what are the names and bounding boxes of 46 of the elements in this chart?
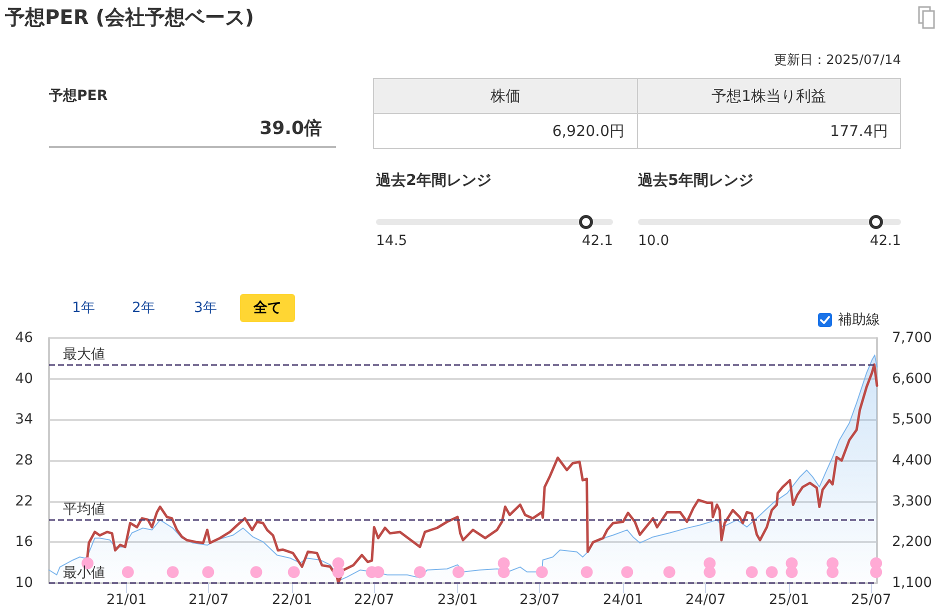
text: 42.1 xyxy=(870,233,901,249)
y2-tick-label: 2,200 xyxy=(892,534,932,550)
ref-line-label: 最小値 xyxy=(63,565,105,581)
button: 全て xyxy=(240,294,295,322)
text: 2年 xyxy=(132,300,155,316)
text: 予想1株当り利益 xyxy=(711,86,826,104)
x-tick-label: 21/07 xyxy=(188,592,229,608)
text: 39.0倍 xyxy=(260,118,322,139)
x-tick-label: 24/07 xyxy=(685,592,726,608)
y2-tick-label: 5,500 xyxy=(892,412,932,428)
y-tick-label: 46 xyxy=(15,330,34,346)
ref-line-label: 最大値 xyxy=(63,346,105,363)
text: 14.5 xyxy=(376,233,408,249)
y-tick-label: 34 xyxy=(15,412,34,428)
x-tick-label: 22/01 xyxy=(272,592,312,608)
text: 10.0 xyxy=(638,233,670,249)
y2-tick-label: 7,700 xyxy=(892,330,932,346)
text: 予想PER xyxy=(49,88,108,104)
x-tick-label: 24/01 xyxy=(602,592,644,608)
text: 6,920.0円 xyxy=(552,122,624,140)
x-tick-label: 25/07 xyxy=(850,592,892,608)
text: 177.4円 xyxy=(830,122,888,140)
text: 株価 xyxy=(490,86,520,104)
y-tick-label: 28 xyxy=(15,452,33,468)
x-tick-label: 25/01 xyxy=(768,592,810,608)
text: 更新日：2025/07/14 xyxy=(774,53,901,68)
text: 42.1 xyxy=(582,233,613,249)
text: 1年 xyxy=(72,300,95,316)
x-tick-label: 23/01 xyxy=(437,592,478,608)
y2-tick-label: 4,400 xyxy=(892,452,932,468)
y-tick-label: 10 xyxy=(15,575,33,591)
x-tick-label: 22/07 xyxy=(354,592,394,608)
text: 3年 xyxy=(194,300,217,316)
y-tick-label: 16 xyxy=(15,534,34,550)
x-tick-label: 21/01 xyxy=(106,592,147,608)
y2-tick-label: 6,600 xyxy=(892,370,932,387)
ref-line-label: 平均値 xyxy=(63,502,105,518)
y-tick-label: 40 xyxy=(15,370,33,387)
text: 補助線 xyxy=(838,312,880,328)
x-tick-label: 23/07 xyxy=(519,592,560,608)
text: 過去2年間レンジ xyxy=(376,171,492,189)
text: 予想PER (会社予想ベース) xyxy=(5,5,254,29)
y2-tick-label: 3,300 xyxy=(892,493,932,510)
y-tick-label: 22 xyxy=(15,493,33,510)
y2-tick-label: 1,100 xyxy=(892,575,932,591)
text: 過去5年間レンジ xyxy=(638,171,754,189)
